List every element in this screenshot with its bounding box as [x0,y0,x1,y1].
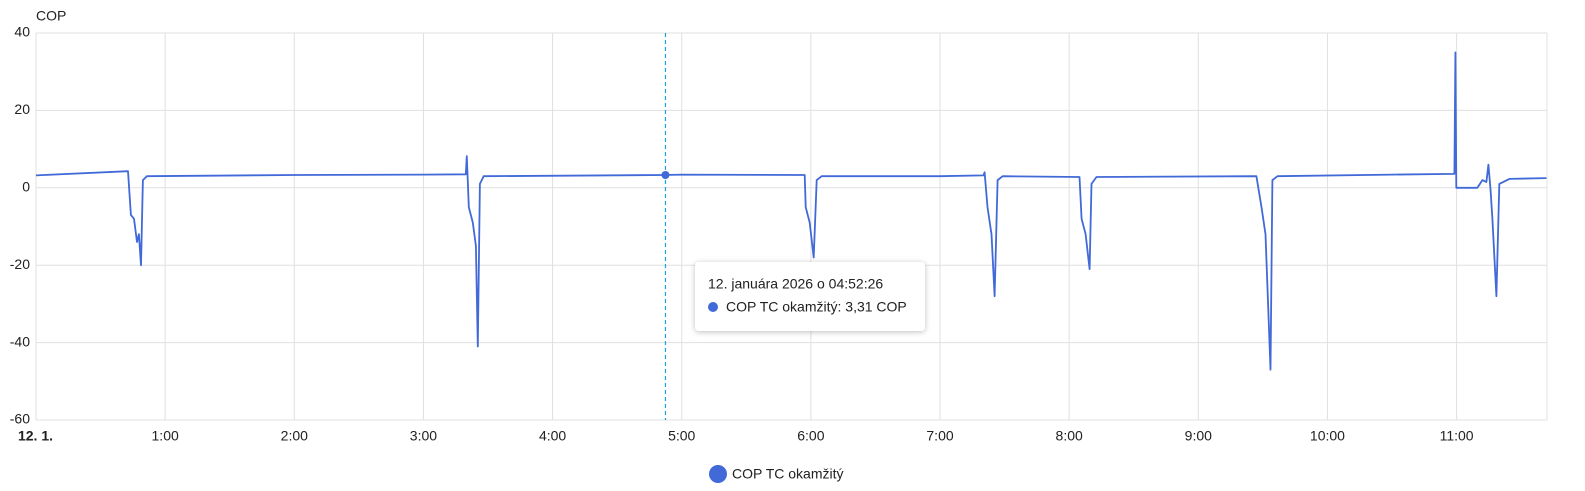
y-tick-label: 40 [14,24,30,40]
data-line [35,51,1547,371]
x-tick-label: 3:00 [410,428,437,444]
x-tick-label: 8:00 [1056,428,1083,444]
x-tick-label: 12. 1. [18,428,53,444]
x-tick-label: 6:00 [797,428,824,444]
y-tick-label: 20 [14,101,30,117]
x-tick-label: 2:00 [281,428,308,444]
hover-point [661,170,670,179]
y-tick-label: -60 [10,411,30,427]
tooltip-box [695,262,925,331]
tooltip-title: 12. januára 2026 o 04:52:26 [708,276,883,292]
y-tick-label: -40 [10,333,30,349]
x-tick-label: 5:00 [668,428,695,444]
tooltip-label: COP TC okamžitý: 3,31 COP [726,299,907,315]
y-axis-label: COP [36,8,66,24]
y-tick-label: -20 [10,256,30,272]
x-tick-label: 10:00 [1310,428,1345,444]
x-tick-label: 7:00 [926,428,953,444]
tooltip-marker [708,302,718,312]
y-tick-label: 0 [22,179,30,195]
x-tick-label: 1:00 [152,428,179,444]
legend-marker [709,465,727,483]
x-tick-label: 9:00 [1185,428,1212,444]
x-tick-label: 11:00 [1440,428,1474,444]
x-tick-label: 4:00 [539,428,566,444]
legend-label[interactable]: COP TC okamžitý [732,466,844,482]
